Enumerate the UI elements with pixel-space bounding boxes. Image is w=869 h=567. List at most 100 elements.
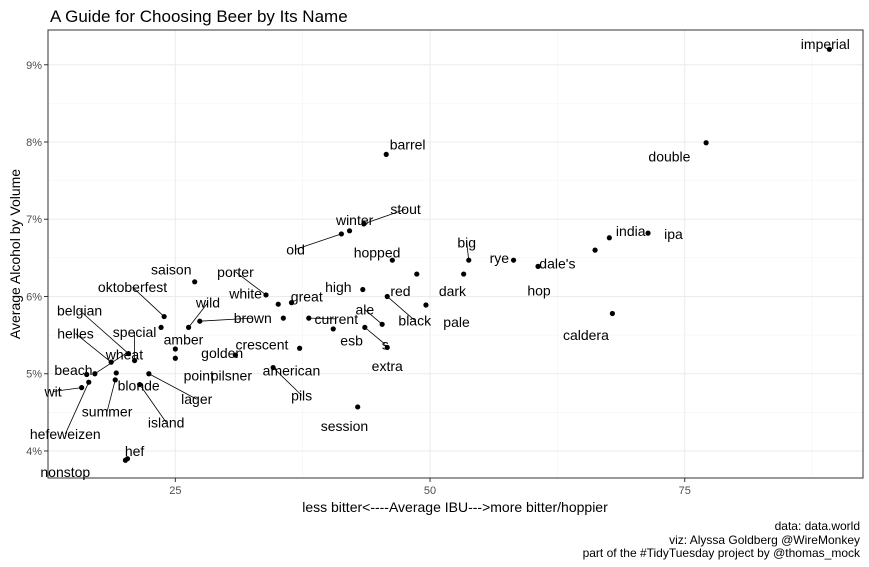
y-axis-title: Average Alcohol by Volume — [7, 169, 23, 339]
data-point — [423, 302, 429, 308]
data-point — [232, 352, 239, 358]
point-label: current — [315, 311, 359, 327]
x-axis-title: less bitter<----Average IBU--->more bitt… — [302, 499, 608, 515]
axis-ticks: 25 50 75 4% 5% 6% 7% 8% 9% — [26, 60, 691, 497]
x-tick-label: 25 — [169, 485, 181, 497]
point-label: black — [398, 312, 432, 328]
x-tick-label: 75 — [679, 485, 691, 497]
point-label: extra — [372, 358, 403, 374]
point-label: double — [648, 149, 690, 165]
point-label: nonstop — [40, 464, 90, 480]
data-point — [161, 313, 167, 320]
data-point — [703, 140, 709, 146]
y-tick-label: 6% — [26, 291, 42, 303]
data-point — [414, 271, 420, 277]
label-leader-line — [132, 286, 165, 317]
data-point — [125, 351, 132, 357]
data-point — [306, 315, 312, 321]
data-point — [389, 257, 395, 263]
data-point — [263, 292, 269, 298]
label-leader-line — [295, 233, 342, 250]
label-leader-line — [79, 310, 129, 354]
point-label: white — [228, 285, 262, 301]
point-label: big — [457, 234, 476, 250]
data-point — [606, 235, 612, 241]
x-tick-label: 50 — [424, 485, 436, 497]
point-label: dark — [439, 283, 467, 299]
data-point — [826, 46, 832, 52]
point-label: esb — [340, 333, 363, 349]
point-label: wit — [44, 383, 62, 399]
data-point — [185, 324, 192, 330]
label-leader-line — [363, 208, 406, 225]
label-leader-line — [235, 271, 267, 296]
point-label: amber — [164, 332, 204, 348]
label-leader-line — [272, 367, 302, 396]
y-tick-label: 7% — [26, 214, 42, 226]
label-leader-line — [53, 387, 82, 392]
data-point — [461, 271, 467, 277]
data-point — [592, 247, 598, 253]
data-point — [172, 355, 178, 361]
y-tick-label: 9% — [26, 60, 42, 72]
point-label: oktoberfest — [98, 279, 167, 295]
data-point — [146, 371, 152, 377]
data-point — [79, 385, 85, 391]
label-leader-line — [466, 242, 470, 261]
point-label: helles — [57, 326, 94, 342]
data-point — [112, 377, 118, 383]
point-label: wheat — [105, 346, 143, 362]
point-label: great — [291, 288, 323, 304]
data-point — [86, 379, 92, 385]
data-point — [362, 324, 368, 330]
data-points — [79, 46, 832, 463]
caption-line-3: part of the #TidyTuesday project by @tho… — [583, 546, 861, 560]
y-tick-label: 4% — [26, 446, 42, 458]
point-label: point — [184, 367, 214, 383]
data-point — [84, 371, 90, 378]
data-point — [338, 231, 344, 237]
data-point — [192, 279, 198, 285]
data-point — [379, 321, 385, 327]
data-point — [122, 457, 129, 463]
point-label: special — [113, 324, 157, 340]
label-leader-line — [308, 317, 337, 320]
point-label: hop — [527, 282, 551, 298]
point-label: golden — [201, 345, 243, 361]
data-point — [158, 324, 164, 330]
point-label: hefeweizen — [30, 426, 101, 442]
data-point — [355, 404, 361, 410]
point-label: summer — [82, 404, 133, 420]
label-leader-line — [364, 309, 383, 325]
caption-line-1: data: data.world — [775, 519, 860, 533]
data-point — [92, 371, 98, 377]
data-point — [609, 310, 615, 317]
data-point — [270, 364, 276, 371]
point-label: pale — [443, 314, 470, 330]
point-label: stout — [390, 201, 420, 217]
point-label: crescent — [235, 336, 288, 352]
y-tick-label: 8% — [26, 137, 42, 149]
plot-panel — [47, 29, 864, 479]
point-label: india — [616, 223, 646, 239]
point-label: lager — [181, 391, 212, 407]
point-label: wild — [195, 295, 220, 311]
chart-title: A Guide for Choosing Beer by Its Name — [50, 7, 348, 26]
label-leader-line — [139, 384, 167, 423]
point-label: american — [263, 363, 321, 379]
label-leader-line — [386, 296, 416, 321]
data-point — [131, 357, 138, 364]
point-label: rye — [490, 250, 510, 266]
data-point — [197, 318, 203, 324]
point-label: island — [148, 414, 185, 430]
data-point — [108, 359, 114, 365]
data-point — [275, 301, 281, 307]
data-point — [383, 151, 389, 157]
point-label: beach — [54, 362, 92, 378]
point-label: dale's — [539, 255, 575, 271]
point-label: hopped — [354, 244, 401, 260]
point-label: old — [286, 241, 305, 257]
point-label: saison — [151, 261, 191, 277]
data-point — [137, 381, 143, 388]
